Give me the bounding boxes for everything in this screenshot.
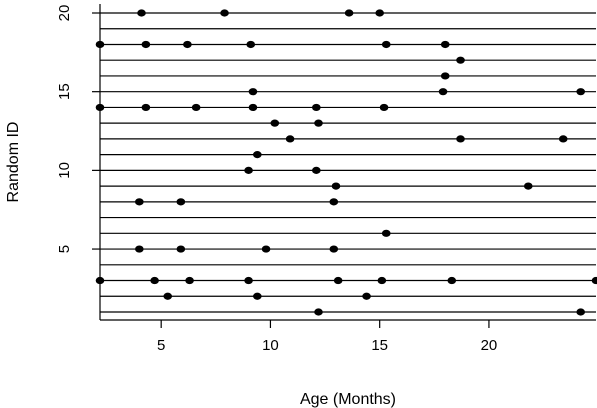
point-id8-1 [135, 198, 144, 206]
point-id18-5 [381, 40, 391, 49]
point-id3-8 [591, 276, 597, 285]
point-id18-6 [440, 40, 450, 49]
point-id8-2 [176, 198, 186, 206]
y-tick-label-20: 20 [56, 5, 73, 22]
point-id15-1 [248, 88, 258, 96]
point-id9-1 [331, 182, 341, 190]
point-id8-3 [329, 198, 339, 206]
y-tick-label-5: 5 [56, 245, 73, 253]
point-id14-2 [141, 103, 151, 112]
point-id3-2 [150, 276, 159, 285]
point-id12-1 [285, 135, 295, 143]
point-id2-1 [163, 292, 173, 300]
point-id11-1 [253, 151, 262, 159]
point-id15-2 [438, 88, 448, 96]
y-tick-label-10: 10 [56, 162, 73, 179]
point-id10-2 [312, 166, 321, 174]
x-axis: 5 10 15 20 [100, 319, 596, 354]
point-id20-2 [220, 9, 229, 17]
point-id14-6 [379, 103, 389, 112]
point-id12-2 [456, 135, 465, 143]
id-gridlines [100, 12, 596, 313]
point-id12-3 [558, 135, 568, 143]
point-id9-2 [523, 182, 533, 190]
point-id5-1 [135, 245, 144, 253]
point-id5-2 [176, 245, 186, 253]
point-id3-4 [244, 276, 253, 285]
x-tick-label-15: 15 [371, 337, 388, 354]
point-id20-1 [137, 9, 146, 17]
x-axis-title: Age (Months) [300, 391, 396, 408]
point-id18-2 [141, 40, 151, 49]
point-id18-4 [246, 40, 256, 49]
y-axis: 5 10 15 20 [56, 4, 101, 320]
point-id18-3 [183, 40, 192, 49]
point-id3-3 [185, 276, 194, 285]
x-tick-label-20: 20 [481, 337, 498, 354]
point-id5-3 [261, 245, 271, 253]
point-id13-1 [270, 119, 280, 127]
point-id1-1 [314, 308, 323, 316]
point-id6-1 [381, 229, 391, 237]
point-id14-5 [312, 103, 321, 112]
data-points [95, 9, 597, 316]
point-id3-6 [377, 276, 387, 285]
point-id14-4 [248, 103, 258, 112]
point-id16-1 [440, 72, 450, 80]
point-id17-1 [456, 56, 465, 64]
y-axis-title: Random ID [5, 122, 22, 203]
point-id14-3 [191, 103, 201, 112]
point-id20-4 [375, 9, 384, 17]
point-id1-2 [576, 308, 586, 316]
point-id3-7 [447, 276, 457, 285]
point-id13-2 [314, 119, 323, 127]
point-id2-3 [362, 292, 371, 300]
point-id5-4 [329, 245, 339, 253]
x-tick-label-10: 10 [262, 337, 279, 354]
point-id3-5 [333, 276, 343, 285]
x-tick-label-5: 5 [157, 337, 165, 354]
point-id20-3 [344, 9, 354, 17]
y-tick-label-15: 15 [56, 83, 73, 100]
point-id15-3 [576, 88, 586, 96]
point-id2-2 [253, 292, 262, 300]
point-id10-1 [244, 166, 253, 174]
